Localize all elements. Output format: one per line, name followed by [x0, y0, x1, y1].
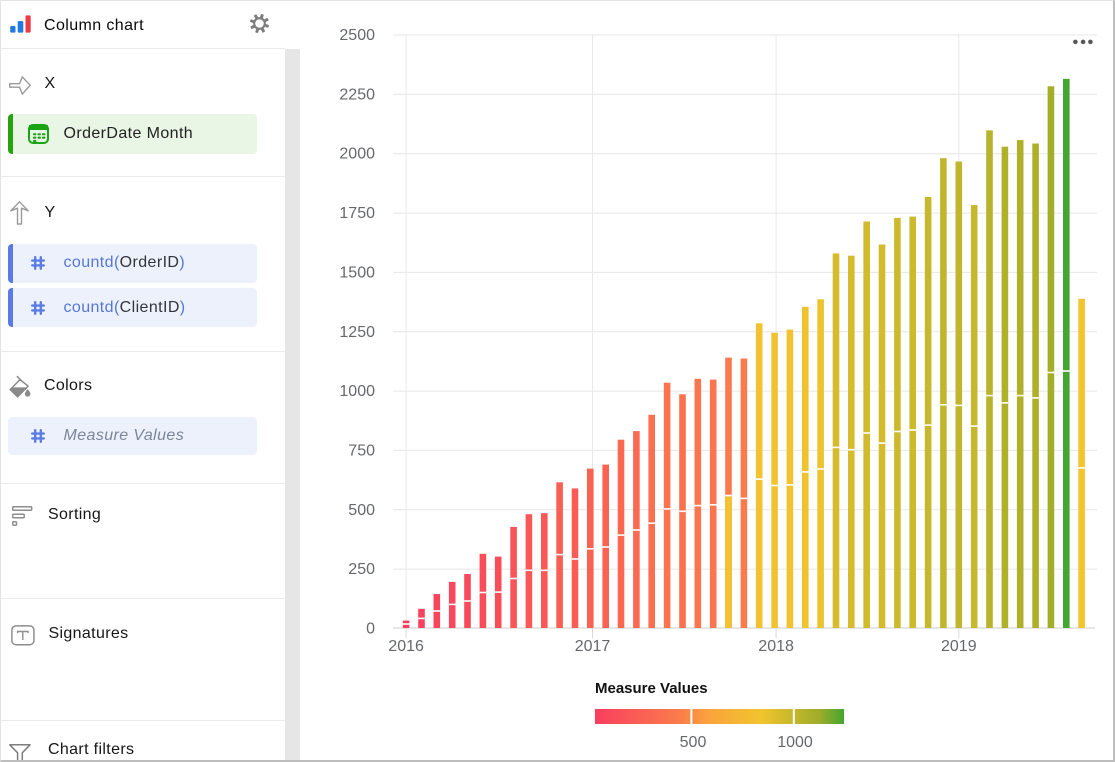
svg-text:250: 250 [348, 561, 375, 578]
svg-text:1250: 1250 [339, 324, 375, 341]
svg-text:750: 750 [348, 442, 375, 459]
svg-text:2018: 2018 [758, 638, 794, 655]
svg-text:2500: 2500 [339, 27, 375, 44]
svg-text:0: 0 [366, 621, 375, 638]
svg-text:1500: 1500 [339, 264, 375, 281]
svg-text:2016: 2016 [388, 638, 424, 655]
svg-text:1750: 1750 [339, 205, 375, 222]
svg-text:500: 500 [680, 734, 707, 751]
svg-text:2000: 2000 [339, 146, 375, 163]
svg-text:2250: 2250 [339, 86, 375, 103]
svg-text:1000: 1000 [339, 383, 375, 400]
svg-text:Measure Values: Measure Values [595, 680, 708, 697]
svg-text:2019: 2019 [941, 638, 977, 655]
svg-text:2017: 2017 [575, 638, 611, 655]
svg-text:1000: 1000 [777, 734, 813, 751]
svg-text:500: 500 [348, 502, 375, 519]
